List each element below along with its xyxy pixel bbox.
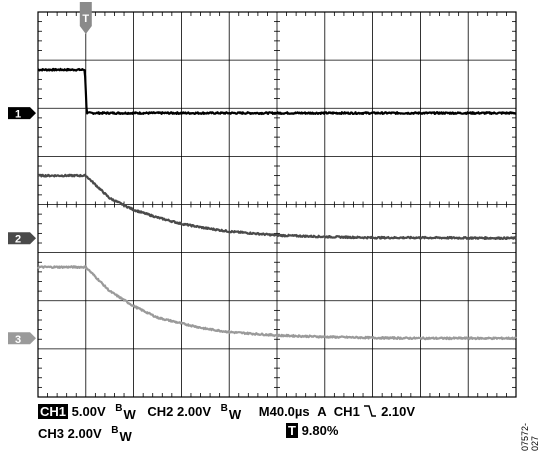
trigger-marker-label: T <box>82 13 89 25</box>
channel-marker-shape <box>8 332 36 345</box>
trigger-position: 9.80% <box>301 423 339 438</box>
waveform-traces <box>37 67 517 341</box>
channel-marker-3: 3 <box>8 332 36 346</box>
trace-ch1 <box>37 67 517 115</box>
channel-marker-label: 1 <box>15 109 21 121</box>
graticule-center-ticks <box>38 12 516 397</box>
falling-edge-icon <box>364 405 377 417</box>
trigger-marker: T <box>79 2 92 34</box>
trace-ch3 <box>37 265 517 341</box>
channel-marker-label: 3 <box>15 334 21 346</box>
ch3-label: CH3 <box>38 426 65 441</box>
timebase: M40.0µs <box>258 404 310 419</box>
readout-line-2: CH3 2.00V BW <box>38 425 132 444</box>
ch1-badge: CH1 <box>38 404 69 419</box>
ch2-label: CH2 <box>147 404 174 419</box>
ch2-scale: 2.00V <box>177 404 212 419</box>
ch1-scale: 5.00V <box>71 404 106 419</box>
channel-marker-2: 2 <box>8 232 36 246</box>
readout-line-1: CH1 5.00V BW CH2 2.00V BW M40.0µs A CH1 … <box>38 403 416 422</box>
bw3-indicator: BW <box>111 425 132 444</box>
bw1-indicator: BW <box>115 403 136 422</box>
channel-marker-shape <box>8 232 36 245</box>
channel-markers: 1 2 3 <box>8 107 36 346</box>
trigger-marker-shape <box>79 2 92 34</box>
channel-marker-1: 1 <box>8 107 36 121</box>
trigger-level: 2.10V <box>381 404 416 419</box>
graticule-grid <box>38 12 516 397</box>
trace-ch2 <box>37 173 517 241</box>
trigger-channel: CH1 <box>333 404 360 419</box>
trigger-position-readout: T 9.80% <box>286 423 338 438</box>
trigger-position-icon: T <box>286 423 298 438</box>
bw2-indicator: BW <box>220 403 242 422</box>
figure-id: 07572-027 <box>520 422 540 451</box>
channel-marker-shape <box>8 107 36 120</box>
trigger-mode: A <box>317 404 327 419</box>
channel-marker-label: 2 <box>15 234 21 246</box>
ch3-scale: 2.00V <box>67 426 102 441</box>
